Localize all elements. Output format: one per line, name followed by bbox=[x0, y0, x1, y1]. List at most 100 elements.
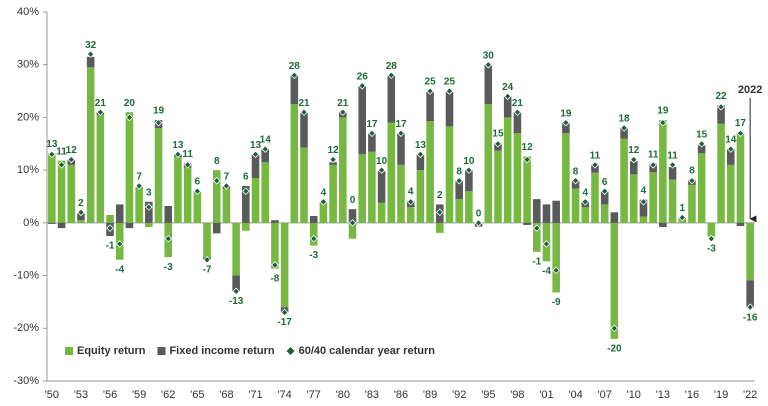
fixed-income-bar bbox=[717, 105, 725, 124]
equity-bar bbox=[629, 174, 638, 223]
total-marker bbox=[300, 108, 308, 116]
data-label: 14 bbox=[725, 135, 737, 146]
data-label: 12 bbox=[328, 145, 340, 156]
data-label: 12 bbox=[66, 145, 78, 156]
data-label: 13 bbox=[46, 139, 58, 150]
equity-bar bbox=[523, 156, 531, 223]
total-marker bbox=[678, 213, 687, 222]
equity-bar bbox=[552, 222, 560, 293]
total-marker bbox=[135, 182, 143, 190]
total-marker bbox=[659, 118, 667, 127]
data-label: 11 bbox=[590, 151, 601, 162]
data-label: 15 bbox=[696, 129, 708, 140]
data-label: 28 bbox=[289, 61, 301, 72]
equity-bar bbox=[145, 222, 153, 228]
total-marker bbox=[465, 166, 473, 174]
x-tick-label: '89 bbox=[423, 389, 437, 401]
fixed-income-bar bbox=[629, 161, 638, 175]
equity-bar bbox=[610, 222, 619, 339]
fixed-income-bar bbox=[86, 56, 95, 68]
total-marker bbox=[726, 145, 735, 153]
total-marker bbox=[406, 198, 415, 206]
data-label: 25 bbox=[444, 77, 456, 88]
equity-bar bbox=[600, 204, 609, 223]
equity-bar bbox=[222, 188, 231, 223]
fixed-income-bar bbox=[445, 92, 454, 127]
data-label: -3 bbox=[309, 250, 318, 261]
total-marker bbox=[736, 129, 745, 138]
fixed-income-bar bbox=[620, 127, 628, 139]
equity-bar bbox=[280, 222, 289, 308]
x-tick-label: '04 bbox=[568, 389, 582, 401]
equity-bar bbox=[513, 133, 522, 223]
data-label: -4 bbox=[115, 264, 124, 275]
equity-bar bbox=[212, 170, 221, 223]
legend-label: 60/40 calendar year return bbox=[299, 345, 436, 357]
equity-bar bbox=[717, 123, 725, 223]
x-tick-label: '13 bbox=[656, 389, 670, 401]
equity-bar bbox=[96, 114, 105, 223]
equity-bar bbox=[319, 201, 328, 223]
total-marker bbox=[145, 203, 153, 211]
total-marker bbox=[193, 187, 202, 195]
equity-bar bbox=[358, 154, 366, 223]
data-label: 19 bbox=[153, 106, 165, 117]
equity-bar bbox=[261, 162, 270, 223]
total-marker bbox=[203, 255, 211, 264]
data-label: 17 bbox=[395, 119, 407, 130]
equity-bar bbox=[57, 160, 66, 223]
data-label: 10 bbox=[463, 156, 475, 167]
data-label: 19 bbox=[560, 108, 572, 119]
x-tick-label: '50 bbox=[45, 389, 59, 401]
data-label: 13 bbox=[415, 140, 427, 151]
data-label: 11 bbox=[667, 151, 678, 162]
total-marker bbox=[697, 140, 706, 148]
fixed-income-bar bbox=[271, 220, 279, 223]
total-marker bbox=[183, 161, 192, 169]
legend-label: Equity return bbox=[77, 345, 146, 357]
data-label: -3 bbox=[707, 243, 716, 254]
y-tick-label: 0% bbox=[23, 217, 39, 229]
data-label: 24 bbox=[502, 82, 514, 93]
equity-bar bbox=[688, 184, 696, 223]
fixed-income-bar bbox=[591, 164, 599, 173]
fixed-income-bar bbox=[309, 216, 318, 223]
data-label: 7 bbox=[224, 172, 230, 183]
fixed-income-bar bbox=[358, 85, 366, 155]
fixed-income-bar bbox=[542, 204, 551, 223]
fixed-income-bar bbox=[552, 200, 560, 223]
annotation: 2022 bbox=[738, 84, 762, 96]
data-label: 25 bbox=[425, 77, 437, 88]
fixed-income-bar bbox=[348, 209, 357, 223]
equity-bar bbox=[77, 220, 85, 223]
data-label: -3 bbox=[164, 262, 173, 273]
total-marker bbox=[368, 129, 376, 138]
equity-bar bbox=[620, 138, 628, 223]
data-label: 6 bbox=[602, 177, 608, 188]
total-marker bbox=[348, 219, 357, 227]
equity-bar bbox=[193, 191, 202, 223]
total-marker bbox=[125, 113, 134, 122]
total-marker bbox=[426, 87, 434, 95]
data-label: 12 bbox=[628, 145, 640, 156]
data-label: 13 bbox=[250, 140, 262, 151]
y-tick-label: -30% bbox=[13, 375, 39, 387]
x-tick-label: '01 bbox=[539, 389, 553, 401]
data-label: 11 bbox=[56, 146, 67, 157]
equity-bar bbox=[183, 167, 192, 223]
fixed-income-bar bbox=[610, 212, 619, 223]
total-marker bbox=[533, 224, 541, 232]
total-marker bbox=[309, 234, 318, 243]
fixed-income-bar bbox=[48, 222, 56, 224]
data-label: 13 bbox=[172, 140, 184, 151]
data-label: 3 bbox=[146, 187, 152, 198]
total-marker bbox=[581, 198, 590, 206]
total-marker bbox=[57, 161, 66, 169]
data-label: -20 bbox=[607, 343, 622, 354]
total-marker bbox=[86, 50, 95, 58]
fixed-income-bar bbox=[57, 222, 66, 229]
total-marker bbox=[358, 82, 366, 90]
data-label: 2 bbox=[78, 198, 84, 209]
fixed-income-bar bbox=[532, 199, 541, 223]
fixed-income-bar bbox=[639, 199, 648, 217]
